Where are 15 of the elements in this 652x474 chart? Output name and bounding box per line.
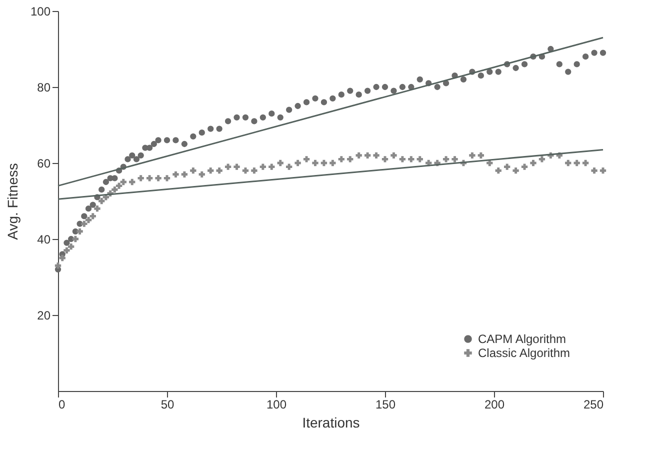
y-axis-title: Avg. Fitness: [4, 163, 20, 240]
x-tick-label: 150: [375, 398, 396, 412]
y-tick-label: 100: [30, 4, 51, 18]
x-axis-title: Iterations: [302, 414, 360, 430]
legend-label: Classic Algorithm: [478, 346, 570, 360]
y-tick-label: 80: [37, 80, 51, 94]
x-tick-label: 100: [266, 398, 287, 412]
y-tick-label: 60: [37, 156, 51, 170]
x-tick-label: 0: [58, 398, 66, 412]
y-tick-label: 40: [37, 232, 51, 246]
y-tick-label: 20: [37, 308, 51, 322]
legend-label: CAPM Algorithm: [478, 332, 566, 346]
x-tick-label: 50: [160, 398, 174, 412]
x-tick-label: 250: [583, 398, 604, 412]
x-tick-label: 200: [484, 398, 505, 412]
